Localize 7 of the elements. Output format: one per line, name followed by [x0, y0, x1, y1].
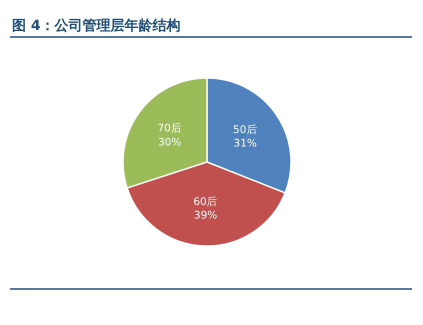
data-label: 30% — [158, 136, 182, 148]
slice-label: 60后 — [193, 195, 218, 208]
data-label: 31% — [234, 138, 257, 150]
slice-label: 70后 — [157, 122, 182, 135]
chart-title: 图 4：公司管理层年龄结构 — [12, 18, 181, 34]
slice-label: 50后 — [233, 122, 258, 136]
data-label: 39% — [194, 210, 218, 222]
